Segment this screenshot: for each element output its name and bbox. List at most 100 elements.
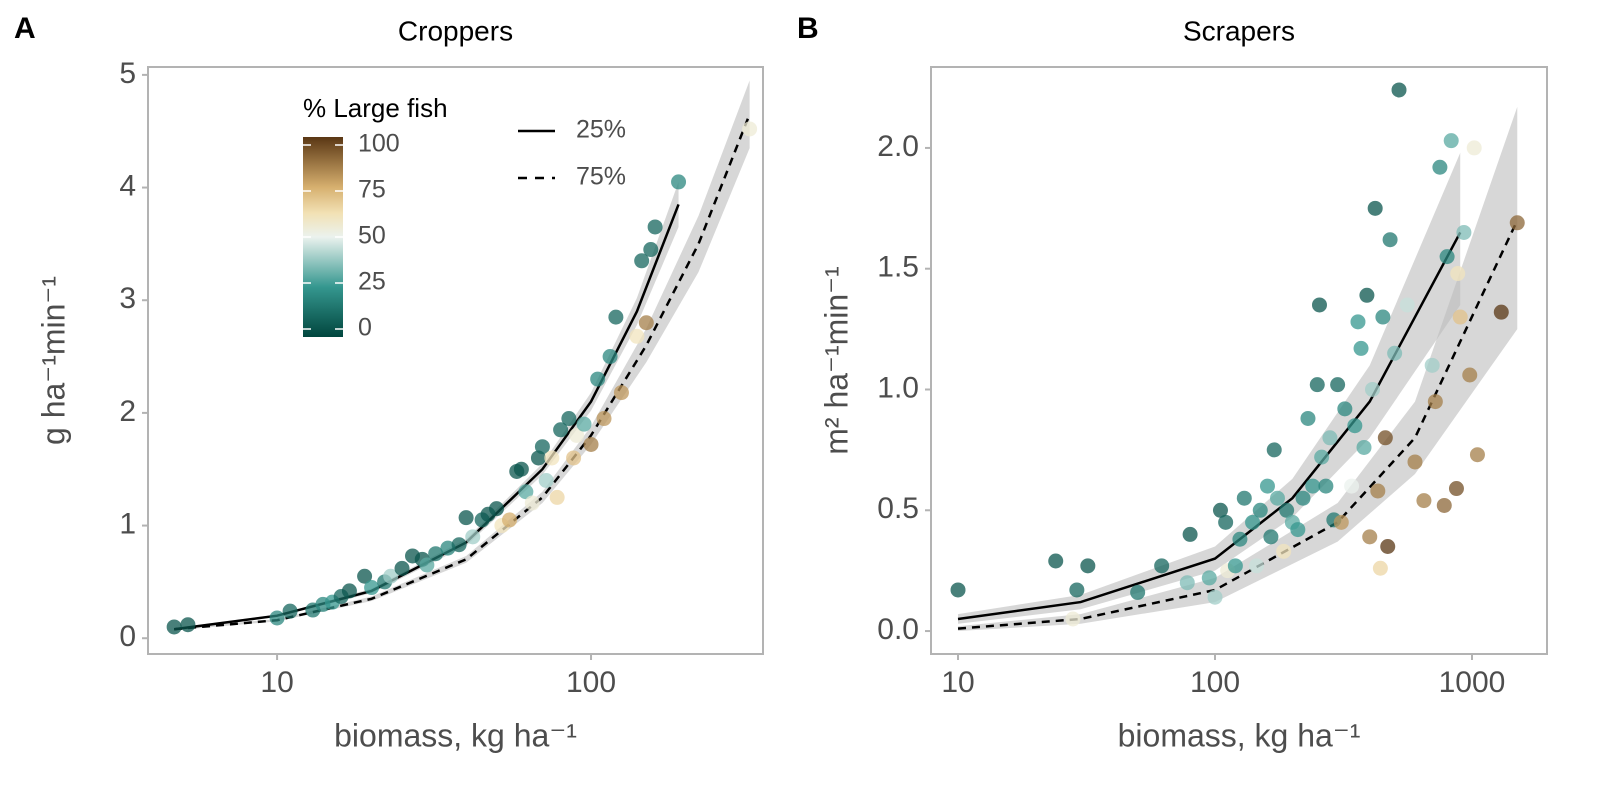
data-point (1344, 478, 1360, 494)
data-point (613, 385, 629, 401)
data-point (638, 315, 654, 331)
x-tick-label: 100 (1190, 666, 1240, 699)
confidence-band (958, 106, 1518, 632)
data-point (518, 484, 534, 500)
data-point (1469, 447, 1485, 463)
data-point (1387, 345, 1403, 361)
fit-line (957, 231, 1462, 621)
plot-frame (147, 66, 764, 655)
plot-area (166, 80, 758, 635)
data-point (1375, 309, 1391, 325)
data-point (1201, 570, 1217, 586)
data-point (1399, 297, 1415, 313)
y-tick-label: 4 (119, 169, 136, 202)
data-point (1207, 589, 1223, 605)
data-point (1290, 522, 1306, 538)
data-point (950, 582, 966, 598)
data-point (1311, 297, 1327, 313)
data-point (553, 422, 569, 438)
x-axis-label: biomass, kg ha⁻¹ (334, 717, 577, 753)
y-tick-label: 2 (119, 395, 136, 428)
panel-label: A (14, 12, 36, 45)
data-point (643, 242, 659, 258)
data-point (583, 436, 599, 452)
data-point (1443, 133, 1459, 149)
y-tick-label: 0 (119, 620, 136, 653)
data-point (428, 546, 444, 562)
data-point (544, 450, 560, 466)
data-point (1218, 514, 1234, 530)
data-point (1439, 249, 1455, 265)
data-point (1245, 514, 1261, 530)
chart-title: Scrapers (1183, 15, 1295, 46)
y-tick-label: 3 (119, 282, 136, 315)
data-point (489, 501, 505, 517)
fit-line (174, 113, 751, 631)
data-point (576, 416, 592, 432)
data-point (383, 568, 399, 584)
x-tick-label: 100 (566, 666, 616, 699)
data-point (569, 427, 585, 443)
data-point (1372, 560, 1388, 576)
data-point (269, 610, 285, 626)
data-point (1450, 266, 1466, 282)
data-point (590, 371, 606, 387)
data-point (566, 450, 582, 466)
data-point (538, 472, 554, 488)
data-point (394, 560, 410, 576)
data-point (1493, 304, 1509, 320)
data-point (1236, 490, 1252, 506)
data-point (1130, 584, 1146, 600)
data-point (513, 461, 529, 477)
data-point (1380, 539, 1396, 555)
data-point (549, 489, 565, 505)
y-tick-label: 5 (119, 57, 136, 90)
data-point (1227, 558, 1243, 574)
y-tick-label: 0.5 (877, 492, 919, 525)
data-point (465, 529, 481, 545)
data-point (1350, 314, 1366, 330)
data-point (1182, 526, 1198, 542)
x-axis-label: biomass, kg ha⁻¹ (1118, 717, 1361, 753)
data-point (1466, 140, 1482, 156)
data-point (1347, 418, 1363, 434)
data-point (1370, 483, 1386, 499)
data-point (357, 568, 373, 584)
data-point (1248, 558, 1264, 574)
data-point (1452, 309, 1468, 325)
data-point (647, 219, 663, 235)
data-point (1462, 367, 1478, 383)
data-point (419, 557, 435, 573)
data-point (166, 619, 182, 635)
data-point (1080, 558, 1096, 574)
y-tick-label: 0.0 (877, 613, 919, 646)
data-point (1333, 514, 1349, 530)
data-point (1259, 478, 1275, 494)
legend-title: % Large fish (303, 93, 448, 123)
data-point (364, 580, 380, 596)
confidence-band (174, 80, 750, 631)
data-point (1337, 401, 1353, 417)
data-point (1359, 287, 1375, 303)
data-point (1448, 481, 1464, 497)
data-point (1356, 439, 1372, 455)
data-point (1456, 224, 1472, 240)
data-point (634, 253, 650, 269)
data-point (1330, 377, 1346, 393)
data-point (1427, 394, 1443, 410)
data-point (524, 495, 540, 511)
colorbar-label: 50 (358, 222, 386, 250)
data-point (602, 349, 618, 365)
y-tick-label: 1.5 (877, 251, 919, 284)
data-point (1212, 502, 1228, 518)
y-axis-label: m² ha⁻¹min⁻¹ (818, 266, 854, 454)
fit-line (957, 219, 1519, 630)
data-point (341, 583, 357, 599)
legend-label: 25% (576, 116, 626, 144)
data-point (282, 603, 298, 619)
chart-title: Croppers (398, 15, 513, 46)
data-point (671, 174, 687, 190)
data-point (1232, 531, 1248, 547)
data-point (1407, 454, 1423, 470)
